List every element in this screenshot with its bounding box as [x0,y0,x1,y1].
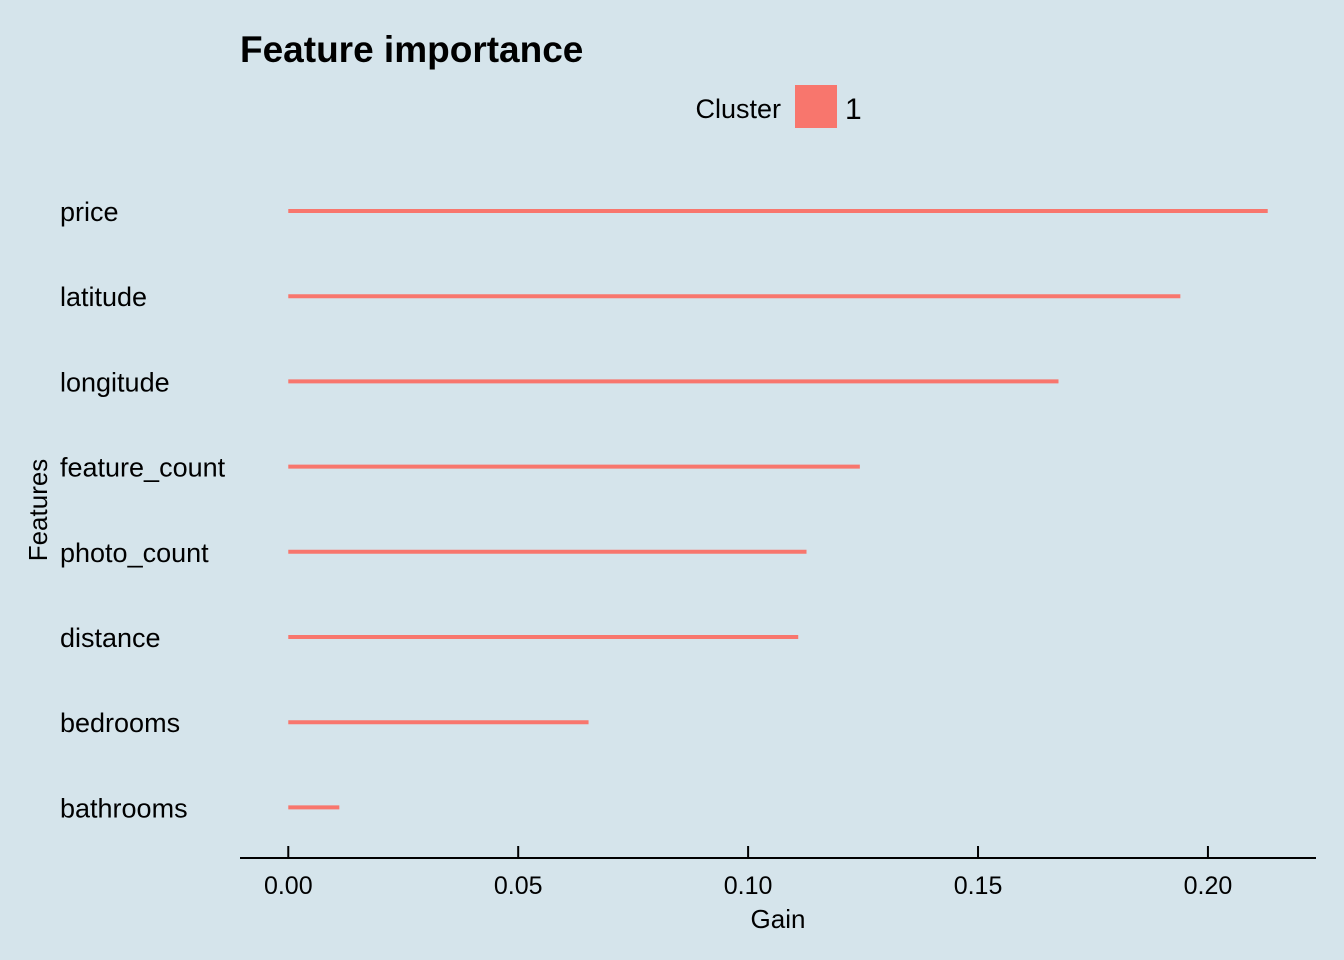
legend-key-cluster-1 [795,85,837,128]
x-tick-label: 0.15 [954,872,1003,900]
x-tick-label: 0.05 [494,872,543,900]
x-tick-label: 0.00 [264,872,313,900]
x-axis: 0.00 0.05 0.10 0.15 0.20 [240,846,1316,900]
category-label-bedrooms: bedrooms [60,708,180,738]
legend-title: Cluster [695,94,781,124]
legend: Cluster 1 [695,85,862,128]
category-label-bathrooms: bathrooms [60,793,188,823]
category-label-longitude: longitude [60,367,170,397]
x-axis-label: Gain [751,904,806,934]
category-labels: price latitude longitude feature_countphoto… [60,197,226,823]
category-label-distance: distance [60,623,161,653]
x-tick-label: 0.10 [724,872,773,900]
y-axis-label: Features [23,459,53,562]
category-label-price: price [60,197,119,227]
x-ticks: 0.00 0.05 0.10 0.15 0.20 [264,846,1232,900]
category-label-feature-count: feature_count [60,453,226,483]
category-label-latitude: latitude [60,282,147,312]
category-label-photo-count: photo_count [60,538,209,568]
legend-label-cluster-1: 1 [845,93,862,126]
bars [288,209,1268,810]
x-tick-label: 0.20 [1184,872,1233,900]
chart-title: Feature importance [240,29,583,70]
